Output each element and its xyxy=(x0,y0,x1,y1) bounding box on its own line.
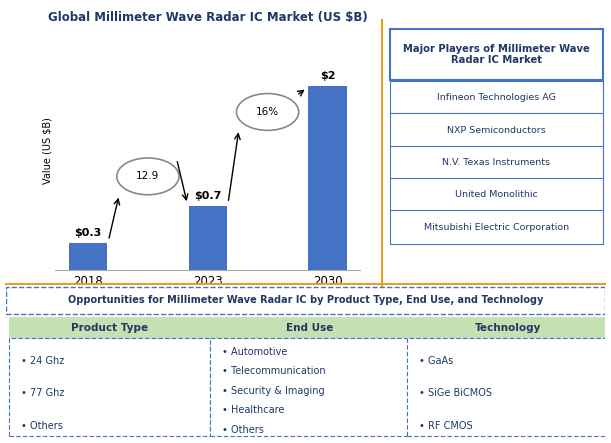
FancyBboxPatch shape xyxy=(408,317,608,339)
Text: Technology: Technology xyxy=(474,323,541,333)
Text: • SiGe BiCMOS: • SiGe BiCMOS xyxy=(419,389,492,398)
FancyBboxPatch shape xyxy=(9,317,210,339)
FancyBboxPatch shape xyxy=(390,178,602,212)
Text: • Automotive: • Automotive xyxy=(222,347,287,357)
Y-axis label: Value (US $B): Value (US $B) xyxy=(42,117,52,184)
FancyBboxPatch shape xyxy=(390,81,602,115)
Text: • Others: • Others xyxy=(21,421,63,431)
Text: Major Players of Millimeter Wave
Radar IC Market: Major Players of Millimeter Wave Radar I… xyxy=(403,43,590,65)
Bar xyxy=(69,243,107,270)
Text: N.V. Texas Instruments: N.V. Texas Instruments xyxy=(442,158,551,167)
Text: NXP Semiconductors: NXP Semiconductors xyxy=(447,126,546,135)
FancyBboxPatch shape xyxy=(210,338,411,436)
FancyBboxPatch shape xyxy=(9,338,210,436)
Text: 16%: 16% xyxy=(256,107,279,117)
Text: United Monolithic: United Monolithic xyxy=(455,190,538,199)
FancyBboxPatch shape xyxy=(6,287,605,314)
Text: Infineon Technologies AG: Infineon Technologies AG xyxy=(437,93,556,102)
Text: 12.9: 12.9 xyxy=(136,171,159,181)
Text: Source: Lucintel: Source: Lucintel xyxy=(279,304,357,314)
Text: Product Type: Product Type xyxy=(71,323,148,333)
Text: • Security & Imaging: • Security & Imaging xyxy=(222,386,324,396)
Text: • 77 Ghz: • 77 Ghz xyxy=(21,389,64,398)
Text: $0.7: $0.7 xyxy=(194,191,221,201)
Text: $0.3: $0.3 xyxy=(75,228,101,238)
Title: Global Millimeter Wave Radar IC Market (US $B): Global Millimeter Wave Radar IC Market (… xyxy=(48,11,368,24)
FancyBboxPatch shape xyxy=(390,145,602,179)
FancyBboxPatch shape xyxy=(210,317,411,339)
Text: • Telecommunication: • Telecommunication xyxy=(222,366,325,377)
FancyBboxPatch shape xyxy=(408,338,608,436)
Text: • Others: • Others xyxy=(222,425,263,435)
Text: $2: $2 xyxy=(320,71,335,81)
Text: • GaAs: • GaAs xyxy=(419,356,453,366)
Text: Mitsubishi Electric Corporation: Mitsubishi Electric Corporation xyxy=(424,223,569,232)
Text: • RF CMOS: • RF CMOS xyxy=(419,421,473,431)
FancyBboxPatch shape xyxy=(390,29,602,80)
Bar xyxy=(189,206,227,270)
Text: • Healthcare: • Healthcare xyxy=(222,405,284,415)
Text: • 24 Ghz: • 24 Ghz xyxy=(21,356,64,366)
FancyBboxPatch shape xyxy=(390,210,602,244)
FancyBboxPatch shape xyxy=(390,113,602,147)
Text: Opportunities for Millimeter Wave Radar IC by Product Type, End Use, and Technol: Opportunities for Millimeter Wave Radar … xyxy=(68,295,543,305)
Bar xyxy=(309,86,346,270)
Text: End Use: End Use xyxy=(287,323,334,333)
